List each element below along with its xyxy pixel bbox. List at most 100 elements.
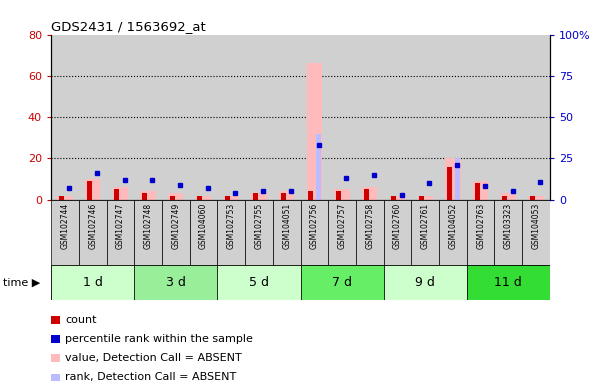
Text: GSM102746: GSM102746: [88, 203, 97, 249]
Bar: [454, 159, 460, 200]
FancyBboxPatch shape: [328, 200, 356, 265]
FancyBboxPatch shape: [245, 200, 273, 265]
Text: GSM102758: GSM102758: [365, 203, 374, 249]
Bar: [300, 35, 328, 200]
FancyBboxPatch shape: [300, 265, 383, 300]
Bar: [390, 195, 405, 200]
Text: 9 d: 9 d: [415, 276, 435, 289]
Text: GSM102747: GSM102747: [116, 203, 125, 249]
Text: 3 d: 3 d: [166, 276, 186, 289]
Bar: [51, 374, 60, 381]
Bar: [334, 189, 350, 200]
Text: GDS2431 / 1563692_at: GDS2431 / 1563692_at: [51, 20, 206, 33]
Text: GSM104051: GSM104051: [282, 203, 291, 249]
Text: 7 d: 7 d: [332, 276, 352, 289]
Text: 5 d: 5 d: [249, 276, 269, 289]
FancyBboxPatch shape: [51, 265, 134, 300]
FancyBboxPatch shape: [467, 265, 550, 300]
Bar: [418, 195, 433, 200]
Bar: [113, 187, 128, 200]
Text: rank, Detection Call = ABSENT: rank, Detection Call = ABSENT: [65, 372, 236, 382]
Bar: [224, 195, 239, 200]
FancyBboxPatch shape: [411, 200, 439, 265]
Bar: [391, 195, 397, 200]
Bar: [106, 35, 134, 200]
Bar: [57, 195, 73, 200]
Text: GSM103323: GSM103323: [504, 203, 513, 249]
Text: GSM102753: GSM102753: [227, 203, 236, 249]
FancyBboxPatch shape: [383, 200, 411, 265]
Bar: [328, 35, 356, 200]
Bar: [281, 194, 285, 200]
Text: GSM104053: GSM104053: [531, 203, 540, 249]
Bar: [141, 192, 156, 200]
FancyBboxPatch shape: [467, 200, 495, 265]
FancyBboxPatch shape: [356, 200, 383, 265]
Bar: [336, 192, 341, 200]
Bar: [419, 195, 424, 200]
Bar: [273, 35, 300, 200]
Bar: [356, 35, 383, 200]
FancyBboxPatch shape: [134, 265, 218, 300]
Bar: [51, 316, 60, 324]
FancyBboxPatch shape: [439, 200, 467, 265]
Text: GSM104060: GSM104060: [199, 203, 208, 249]
Bar: [308, 192, 313, 200]
Bar: [307, 63, 322, 200]
Bar: [473, 181, 488, 200]
Bar: [114, 189, 119, 200]
Bar: [59, 195, 64, 200]
FancyBboxPatch shape: [522, 200, 550, 265]
Bar: [364, 189, 368, 200]
Bar: [522, 35, 550, 200]
Bar: [251, 194, 267, 200]
Bar: [528, 195, 544, 200]
Bar: [51, 354, 60, 362]
Bar: [196, 195, 211, 200]
Bar: [245, 35, 273, 200]
Text: GSM102744: GSM102744: [61, 203, 70, 249]
Bar: [316, 134, 321, 200]
Bar: [169, 195, 175, 200]
Bar: [168, 194, 183, 200]
Text: 1 d: 1 d: [83, 276, 103, 289]
FancyBboxPatch shape: [383, 265, 467, 300]
FancyBboxPatch shape: [300, 200, 328, 265]
Bar: [162, 35, 190, 200]
Text: time ▶: time ▶: [3, 277, 40, 287]
Text: value, Detection Call = ABSENT: value, Detection Call = ABSENT: [65, 353, 242, 363]
FancyBboxPatch shape: [218, 200, 245, 265]
Text: percentile rank within the sample: percentile rank within the sample: [65, 334, 253, 344]
Text: GSM102756: GSM102756: [310, 203, 319, 249]
Bar: [475, 183, 480, 200]
Bar: [279, 192, 294, 200]
FancyBboxPatch shape: [495, 200, 522, 265]
FancyBboxPatch shape: [273, 200, 300, 265]
Bar: [447, 167, 452, 200]
Bar: [79, 35, 106, 200]
FancyBboxPatch shape: [162, 200, 190, 265]
Bar: [225, 195, 230, 200]
Text: count: count: [65, 315, 97, 325]
Text: GSM102763: GSM102763: [476, 203, 485, 249]
FancyBboxPatch shape: [134, 200, 162, 265]
FancyBboxPatch shape: [190, 200, 218, 265]
Text: GSM102749: GSM102749: [171, 203, 180, 249]
Bar: [383, 35, 411, 200]
Text: GSM102761: GSM102761: [421, 203, 430, 249]
Text: GSM102760: GSM102760: [393, 203, 402, 249]
Bar: [445, 159, 460, 200]
Bar: [51, 35, 79, 200]
FancyBboxPatch shape: [51, 200, 79, 265]
Bar: [85, 179, 100, 200]
Bar: [142, 194, 147, 200]
Text: GSM102755: GSM102755: [254, 203, 263, 249]
FancyBboxPatch shape: [79, 200, 106, 265]
Bar: [530, 195, 535, 200]
FancyBboxPatch shape: [106, 200, 134, 265]
FancyBboxPatch shape: [51, 265, 550, 300]
Bar: [439, 35, 467, 200]
Bar: [362, 187, 377, 200]
Text: GSM102757: GSM102757: [338, 203, 347, 249]
Bar: [495, 35, 522, 200]
